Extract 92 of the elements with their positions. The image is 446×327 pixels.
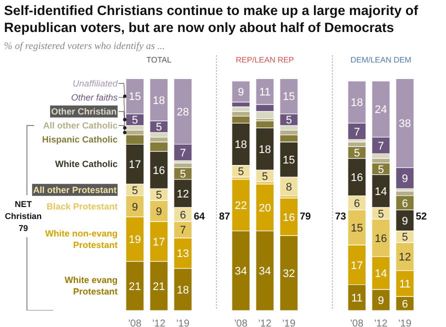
text: REP/LEAN REP [236,56,294,64]
data-label: 24 [374,104,388,116]
data-label: 9 [402,173,408,186]
data-label: 32 [282,268,296,280]
x-tick-label: '08 [128,318,142,327]
data-label: 6 [354,198,360,210]
data-label: 19 [128,234,142,246]
chart-title: Self-identified Christians continue to make up a large majority of Republican voters, but are now only about half of Democrats [4,2,420,36]
data-label: 15 [350,222,364,234]
data-label: 9 [238,86,244,99]
series-label: Black Protestant [46,201,118,212]
data-label: 5 [132,184,138,197]
data-label: 5 [180,168,186,181]
data-label: 7 [354,126,360,138]
annotation: 79 [300,212,312,223]
data-label: 17 [128,159,142,172]
x-tick-label: '08 [350,318,364,327]
data-label: 9 [402,215,408,228]
data-label: 5 [156,122,162,134]
x-tick-label: '12 [152,318,166,327]
data-label: 15 [282,154,296,166]
series-label: All other Protestant [33,184,117,195]
annotation: 87 [218,212,231,223]
x-tick-label: '08 [234,318,248,327]
data-label: 20 [258,202,272,214]
data-label: 16 [152,165,166,178]
data-label: 15 [282,91,296,104]
data-label: 8 [286,181,292,194]
data-label: 18 [176,284,190,296]
data-label: 5 [132,114,138,127]
data-label: 6 [402,198,408,210]
data-label: 9 [378,294,384,307]
data-label: 18 [258,144,272,156]
data-label: 9 [132,201,138,214]
series-label: White Catholic [55,159,118,170]
annotation: 64 [194,212,206,223]
data-label: 7 [180,224,186,237]
data-label: 5 [238,166,244,178]
data-label: 6 [402,298,408,310]
data-label: 12 [176,188,190,200]
annotation: 73 [334,212,347,223]
data-label: 16 [282,212,296,224]
data-label: 7 [378,140,384,152]
series-label: All other Catholic [43,120,118,131]
data-label: 16 [350,172,364,184]
data-label: 14 [374,268,388,280]
data-label: 38 [398,118,412,130]
data-label: 28 [176,106,190,118]
data-label: 5 [378,208,384,220]
x-tick-label: '12 [258,318,272,327]
series-label: Unaffiliated [72,78,119,88]
data-label: 5 [354,147,360,160]
x-tick-label: '19 [176,318,190,327]
data-label: 13 [176,248,190,260]
x-tick-label: '19 [282,318,296,327]
data-label: 6 [180,209,186,222]
text: TOTAL [146,56,172,64]
data-label: 18 [234,139,248,152]
chart-subtitle: % of registered voters who identify as ... [4,40,166,54]
data-label: 21 [152,280,166,293]
text: DEM/LEAN DEM [350,56,412,64]
data-label: 22 [234,200,248,212]
data-label: 11 [351,292,363,305]
text: NET Christian 79 [4,199,42,234]
x-tick-label: '12 [374,318,388,327]
data-label: 5 [378,164,384,176]
data-label: 11 [399,278,411,291]
data-label: 18 [152,94,166,107]
data-label: 21 [128,280,142,293]
annotation: 52 [416,212,428,223]
series-label: White evang Protestant [64,275,118,297]
data-label: 7 [180,147,186,160]
data-label: 17 [350,260,364,272]
data-label: 11 [259,86,271,99]
series-label: Hispanic Catholic [42,134,118,145]
series-label: White non-evang Protestant [45,228,118,250]
data-label: 17 [152,236,166,248]
data-label: 5 [286,114,292,127]
data-label: 34 [234,266,248,278]
data-label: 5 [262,170,268,183]
data-label: 18 [350,97,364,110]
series-label: Other Christian [51,106,117,116]
data-label: 9 [156,206,162,218]
data-label: 14 [374,186,388,198]
data-label: 5 [402,232,408,244]
x-tick-label: '19 [398,318,412,327]
data-label: 15 [128,91,142,104]
data-label: 16 [374,232,388,245]
data-label: 34 [258,266,272,278]
data-label: 12 [398,252,412,264]
series-label: Other faiths [71,92,118,102]
data-label: 5 [156,190,162,202]
